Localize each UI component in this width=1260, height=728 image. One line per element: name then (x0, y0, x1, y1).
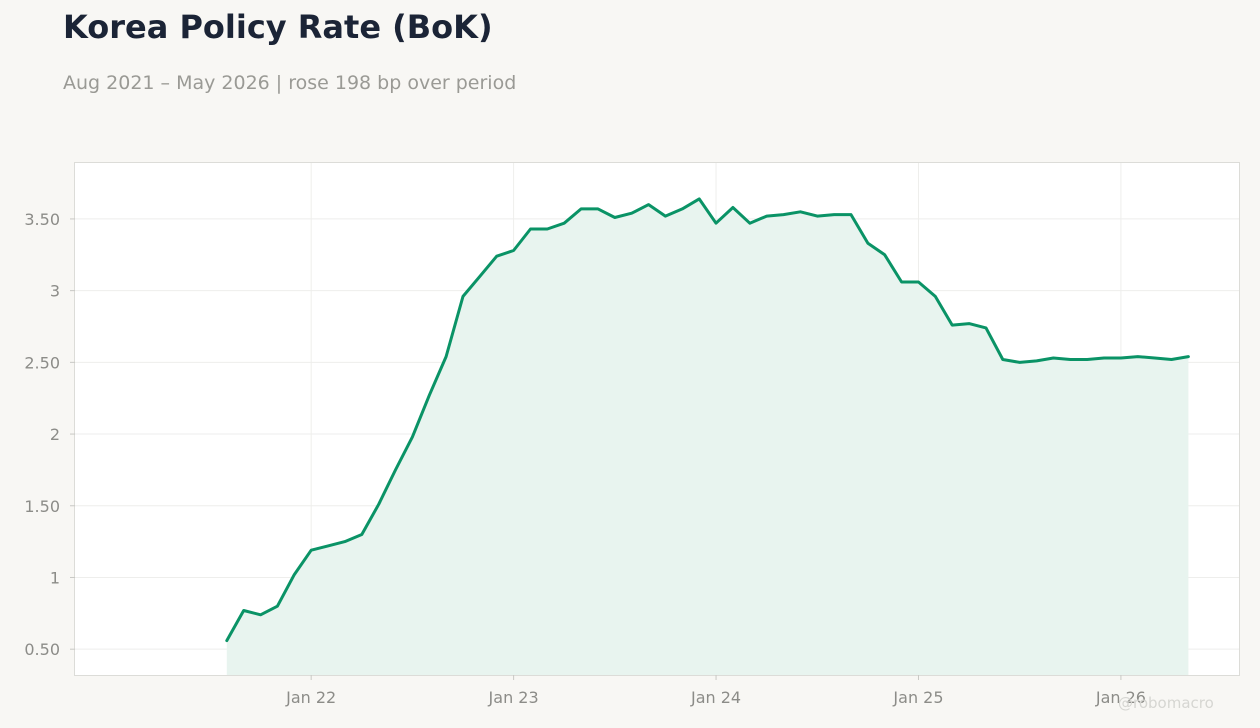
data-point (529, 228, 532, 231)
data-point (968, 322, 971, 325)
chart-subtitle: Aug 2021 – May 2026 | rose 198 bp over p… (63, 72, 517, 94)
data-point (445, 355, 448, 358)
data-point (951, 324, 954, 327)
y-axis-ticks: 0.50 1 1.50 2 2.50 3 3.50 (24, 210, 75, 659)
data-point (343, 540, 346, 543)
data-point (377, 503, 380, 506)
data-point (411, 435, 414, 438)
data-point (833, 213, 836, 216)
data-point (1103, 357, 1106, 360)
data-point (546, 228, 549, 231)
data-point (394, 468, 397, 471)
data-point (799, 210, 802, 213)
data-point (1086, 358, 1089, 361)
data-point (866, 242, 869, 245)
data-point (1119, 357, 1122, 360)
data-point (630, 212, 633, 215)
chart-title: Korea Policy Rate (BoK) (63, 8, 493, 46)
data-point (512, 249, 515, 252)
y-tick-label: 2 (50, 425, 60, 444)
data-point (715, 222, 718, 225)
y-tick-label: 1.50 (24, 497, 60, 516)
data-point (293, 573, 296, 576)
data-point (495, 255, 498, 258)
data-point (1153, 357, 1156, 360)
data-point (748, 222, 751, 225)
data-point (917, 281, 920, 284)
data-point (782, 213, 785, 216)
x-tick-label: Jan 26 (1095, 688, 1146, 707)
data-point (1170, 358, 1173, 361)
data-point (580, 207, 583, 210)
data-point (360, 533, 363, 536)
data-point (462, 295, 465, 298)
data-point (664, 215, 667, 218)
series-line-policy-rate (225, 197, 1190, 643)
data-point (327, 544, 330, 547)
x-tick-label: Jan 22 (285, 688, 336, 707)
data-point (985, 326, 988, 329)
data-point (850, 213, 853, 216)
data-point (900, 281, 903, 284)
data-point (731, 206, 734, 209)
y-tick-label: 3 (50, 282, 60, 301)
data-point (242, 609, 245, 612)
area-fill (226, 198, 1189, 675)
x-axis-ticks: Jan 22 Jan 23 Jan 24 Jan 25 Jan 26 (285, 675, 1146, 707)
data-point (765, 215, 768, 218)
data-point (478, 275, 481, 278)
y-tick-label: 1 (50, 568, 60, 587)
data-point (647, 203, 650, 206)
data-point (613, 216, 616, 219)
data-point (681, 207, 684, 210)
x-tick-label: Jan 24 (690, 688, 741, 707)
data-point (597, 207, 600, 210)
data-point (1018, 361, 1021, 364)
data-point (1187, 355, 1190, 358)
data-point (698, 197, 701, 200)
data-point (310, 549, 313, 552)
data-point (428, 394, 431, 397)
x-tick-label: Jan 23 (488, 688, 539, 707)
y-tick-label: 2.50 (24, 353, 60, 372)
data-point (1069, 358, 1072, 361)
x-tick-label: Jan 25 (892, 688, 943, 707)
data-point (259, 613, 262, 616)
data-point (225, 639, 228, 642)
data-point (1136, 355, 1139, 358)
data-point (934, 295, 937, 298)
data-point (883, 253, 886, 256)
data-point (1001, 358, 1004, 361)
data-point (1035, 359, 1038, 362)
data-point (563, 222, 566, 225)
data-point (276, 605, 279, 608)
data-point (1052, 357, 1055, 360)
y-tick-label: 3.50 (24, 210, 60, 229)
data-point (816, 215, 819, 218)
y-tick-label: 0.50 (24, 640, 60, 659)
watermark: @robomacro (1118, 694, 1214, 712)
